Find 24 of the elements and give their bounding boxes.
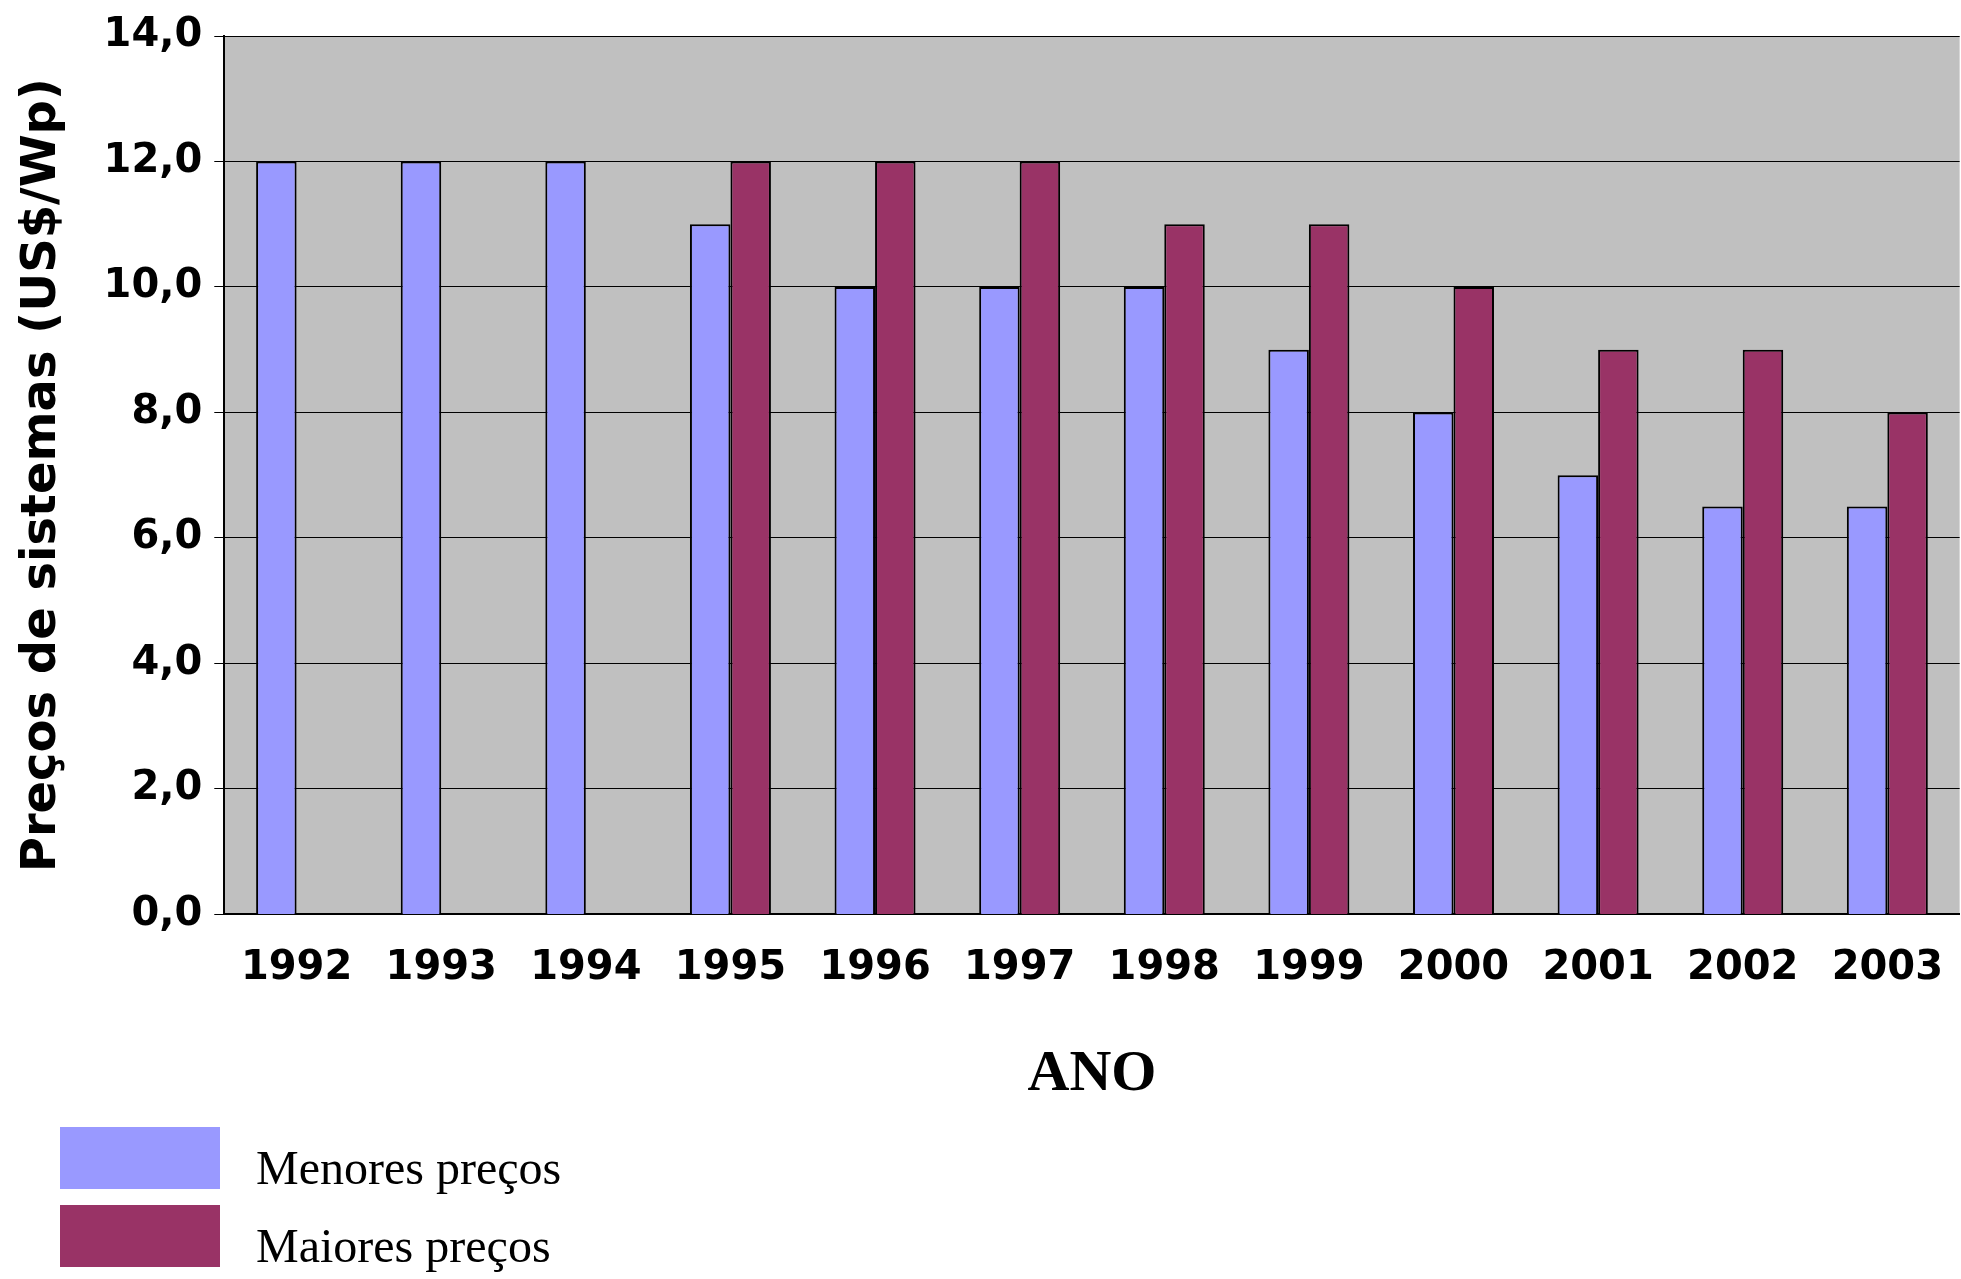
y-tick-label: 2,0 bbox=[131, 762, 203, 809]
x-tick-label: 2001 bbox=[1542, 941, 1654, 988]
x-tick-label: 1998 bbox=[1108, 941, 1220, 988]
legend-label: Maiores preços bbox=[256, 1218, 551, 1274]
x-tick-label: 1996 bbox=[819, 941, 931, 988]
y-tick-label: 10,0 bbox=[103, 260, 203, 307]
y-tick-label: 0,0 bbox=[131, 887, 203, 934]
x-tick-label: 1993 bbox=[385, 941, 497, 988]
y-tick-label: 8,0 bbox=[131, 385, 203, 432]
x-tick-label: 2003 bbox=[1831, 941, 1943, 988]
y-tick-label: 14,0 bbox=[103, 9, 203, 56]
x-tick-label: 2002 bbox=[1687, 941, 1799, 988]
x-tick-label: 1995 bbox=[674, 941, 787, 988]
x-tick-label: 2000 bbox=[1397, 941, 1510, 988]
x-tick-label: 1994 bbox=[530, 941, 642, 988]
x-tick-label: 1997 bbox=[964, 941, 1076, 988]
y-axis-title: Preços de sistemas (US$/Wp) bbox=[10, 78, 67, 873]
y-tick-label: 4,0 bbox=[131, 636, 203, 683]
x-tick-label: 1992 bbox=[240, 941, 353, 988]
legend-label: Menores preços bbox=[256, 1140, 562, 1196]
x-axis-title: ANO bbox=[1027, 1038, 1157, 1104]
y-tick-label: 12,0 bbox=[103, 134, 203, 181]
y-tick-label: 6,0 bbox=[131, 511, 203, 558]
x-tick-label: 1999 bbox=[1253, 941, 1365, 988]
